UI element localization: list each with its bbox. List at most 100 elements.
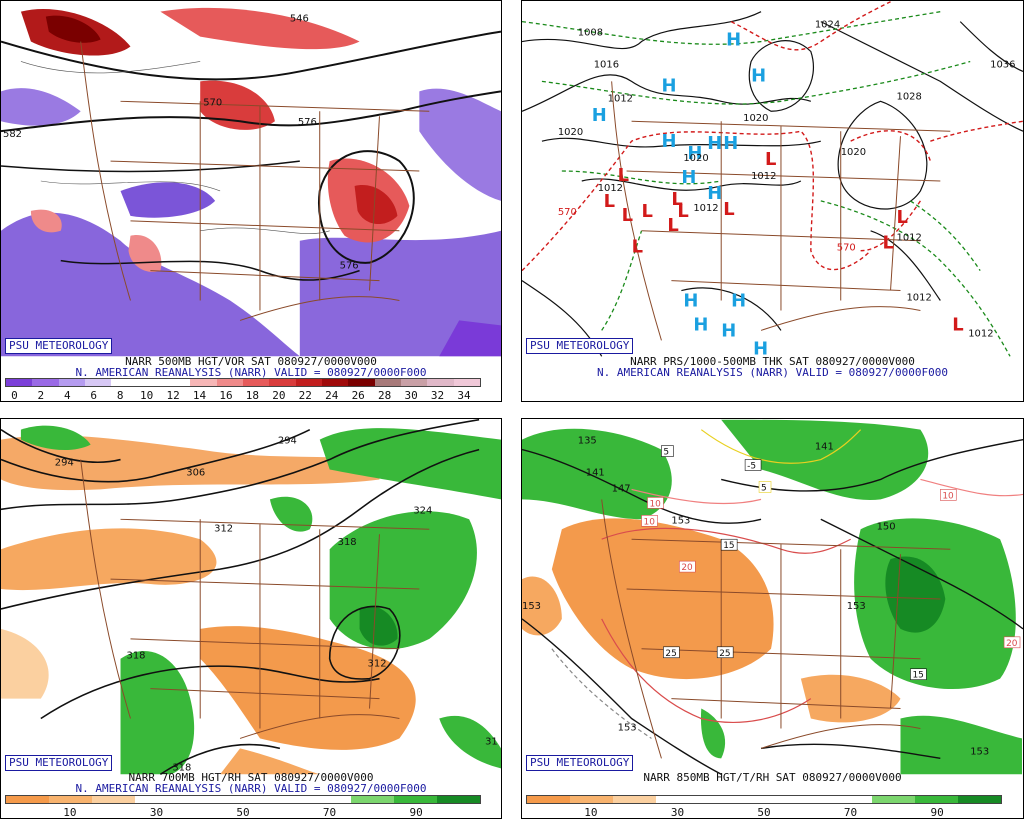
- temp-label-box: 20: [679, 560, 696, 573]
- panel-700mb-humidity: 294 294 306 312 318 324 318 312 318 31 P…: [0, 418, 502, 819]
- isobar-label: 1012: [598, 183, 623, 194]
- contour-label: 153: [847, 601, 866, 612]
- colorbar-label: 4: [63, 389, 71, 402]
- colorbar-label: 6: [90, 389, 98, 402]
- temp-label-box: 10: [940, 489, 957, 501]
- isobar-label: 1008: [578, 28, 603, 39]
- high-pressure-marker: H: [753, 338, 768, 357]
- colorbar: [526, 795, 1002, 804]
- colorbar-label: 10: [584, 806, 598, 819]
- colorbar-swatch: [871, 796, 915, 803]
- isobar-label: 1012: [897, 233, 922, 244]
- contour-label: 576: [340, 261, 359, 272]
- colorbar-label: 20: [272, 389, 286, 402]
- colorbar-swatch: [58, 379, 85, 386]
- contour-label: 546: [290, 14, 309, 25]
- low-pressure-marker: L: [883, 233, 894, 254]
- temp-label: -5: [747, 462, 756, 472]
- low-pressure-marker: L: [952, 314, 963, 335]
- colorbar-swatch: [914, 796, 958, 803]
- contour-label: 31: [485, 736, 498, 747]
- contour-label: 294: [55, 458, 74, 469]
- contour-label: 150: [877, 521, 896, 532]
- panel-sea-level-pressure-thickness: H H H H H H H H H H H H H H H L L L L L …: [521, 0, 1024, 402]
- colorbar-swatch: [84, 379, 112, 386]
- colorbar-labels: 0 2 4 6 8 10 12 14 16 18 20 22 24 26 28 30 32 34: [5, 389, 481, 402]
- panel-850mb-temperature-humidity: 135 141 147 153 141 150 153 153 153 153 …: [521, 418, 1024, 819]
- contour-label: 576: [298, 117, 317, 128]
- isobar-label: 1024: [815, 20, 840, 31]
- colorbar-swatch: [400, 379, 428, 386]
- colorbar-label: 30: [670, 806, 685, 819]
- isobar-label: 1028: [897, 91, 922, 102]
- colorbar-label: 24: [325, 389, 339, 402]
- contour-label: 153: [618, 722, 637, 733]
- temperature-labels: 5 -5 10 10 15 20 25 25 15 20 10 5: [641, 445, 1021, 681]
- colorbar-label: 90: [930, 806, 944, 819]
- low-pressure-marker: L: [622, 205, 633, 226]
- temp-label-box: -5: [744, 459, 762, 472]
- isobar-label: 1020: [683, 153, 708, 164]
- panel-title-line1: NARR 500MB HGT/VOR SAT 080927/0000V000: [125, 355, 377, 368]
- colorbar-swatch: [613, 796, 657, 803]
- credit-badge: PSU METEOROLOGY: [526, 338, 634, 354]
- colorbar-swatch: [6, 796, 50, 803]
- panel-title-line1: NARR 850MB HGT/T/RH SAT 080927/0000V000: [643, 771, 902, 784]
- low-pressure-marker: L: [723, 199, 734, 220]
- low-pressure-marker: L: [642, 201, 653, 222]
- colorbar-swatch: [49, 796, 93, 803]
- low-pressure-marker: L: [632, 237, 643, 258]
- colorbar-label: 32: [430, 389, 445, 402]
- colorbar-swatch: [828, 796, 872, 803]
- humidity-map: 294 294 306 312 318 324 318 312 318 31: [1, 419, 501, 775]
- isobar-label: 1020: [558, 127, 583, 138]
- contour-label: 324: [413, 505, 432, 516]
- high-pressure-marker: H: [731, 290, 746, 311]
- contour-label: 318: [126, 651, 145, 662]
- isobar-label: 1012: [608, 93, 633, 104]
- colorbar-swatch: [92, 796, 136, 803]
- low-pressure-markers: L L L L L L L L L L L L L: [604, 149, 964, 335]
- colorbar-swatch: [135, 796, 179, 803]
- colorbar-label: 10: [140, 389, 154, 402]
- temp-label-box: 20: [1003, 636, 1021, 649]
- low-pressure-marker: L: [671, 189, 682, 210]
- colorbar-label: 30: [149, 806, 164, 819]
- thickness-label: 570: [837, 243, 856, 254]
- high-pressure-marker: H: [751, 65, 766, 86]
- colorbar-label: 70: [843, 806, 858, 819]
- contour-labels: 135 141 147 153 141 150 153 153 153 153: [522, 436, 989, 758]
- colorbar-label: 2: [37, 389, 45, 402]
- colorbar-swatch: [350, 796, 394, 803]
- temp-label-box: 15: [720, 538, 738, 551]
- colorbar-label: 26: [351, 389, 365, 402]
- colorbar-label: 8: [116, 389, 124, 402]
- colorbar-swatch: [295, 379, 322, 386]
- isobar-label: 1012: [968, 328, 993, 339]
- colorbar-swatch: [321, 379, 349, 386]
- colorbar-label: 0: [11, 389, 18, 402]
- temp-label: 20: [681, 563, 693, 573]
- contour-label: 141: [815, 442, 834, 453]
- isobar-label: 1020: [743, 113, 768, 124]
- colorbar-swatch: [163, 379, 191, 386]
- temp-label-box: 15: [910, 668, 927, 681]
- colorbar-swatch: [111, 379, 138, 386]
- panel-500mb-vorticity: 570 546 582 576 576 PSU METEOROLOGY NARR…: [0, 0, 502, 402]
- panel-title-line2: N. AMERICAN REANALYSIS (NARR) VALID = 08…: [75, 366, 427, 379]
- panel-title-line1: NARR PRS/1000-500MB THK SAT 080927/0000V…: [630, 355, 915, 368]
- panel-title-line1: NARR 700MB HGT/RH SAT 080927/0000V000: [128, 771, 374, 784]
- high-pressure-marker: H: [723, 133, 738, 154]
- colorbar-swatch: [6, 379, 33, 386]
- contour-label: 318: [172, 762, 191, 773]
- isobar-labels: 1008 1016 1012 1020 1036 1028 1020 1024 …: [558, 20, 1016, 340]
- colorbar: [5, 795, 481, 804]
- high-pressure-marker: H: [683, 290, 698, 311]
- colorbar-swatch: [190, 379, 217, 386]
- credit-badge: PSU METEOROLOGY: [526, 755, 634, 771]
- colorbar-swatch: [216, 379, 243, 386]
- colorbar: [5, 378, 481, 387]
- colorbar-label: 34: [457, 389, 471, 402]
- high-pressure-marker: H: [726, 30, 741, 51]
- colorbar-swatch: [264, 796, 308, 803]
